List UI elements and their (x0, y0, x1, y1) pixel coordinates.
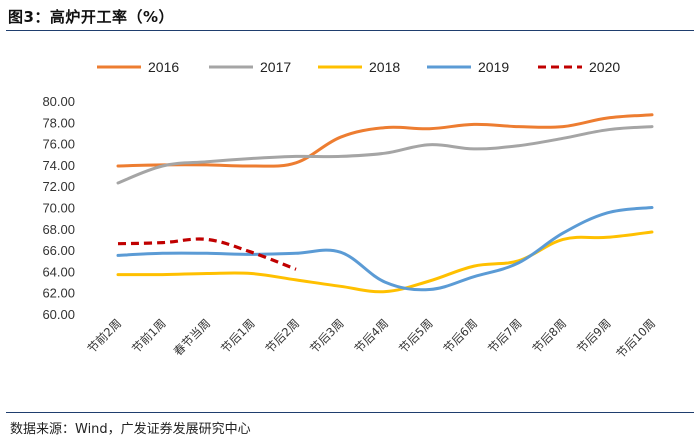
x-axis: 节前2周 节前1周 春节当周 节后1周 节后2周 节后3周 节后4周 节后5周 节后6周 节后7周… (85, 316, 658, 361)
legend-label-2016: 2016 (148, 59, 179, 75)
plot-area (116, 113, 654, 294)
legend-label-2019: 2019 (478, 59, 509, 75)
x-tick-label: 节后9周 (574, 316, 613, 355)
y-tick-label: 70.00 (42, 201, 75, 216)
y-tick-label: 62.00 (42, 286, 75, 301)
series-line-2020 (117, 237, 297, 271)
x-tick-label: 节后7周 (485, 316, 524, 355)
y-tick-label: 66.00 (42, 243, 75, 258)
x-tick-label: 节前1周 (129, 316, 168, 355)
series-line-2019 (116, 206, 654, 292)
y-tick-label: 64.00 (42, 264, 75, 279)
legend-label-2020: 2020 (589, 59, 620, 75)
y-tick-label: 80.00 (42, 94, 75, 109)
y-tick-label: 60.00 (42, 307, 75, 322)
series-line-2017 (116, 125, 654, 185)
x-tick-label: 节前2周 (85, 316, 124, 355)
title-rule (6, 30, 694, 31)
source-rule (6, 412, 694, 413)
series-line-2018 (116, 230, 654, 294)
x-tick-label: 节后4周 (352, 316, 391, 355)
source-note: 数据来源：Wind，广发证券发展研究中心 (10, 422, 251, 437)
x-tick-label: 节后5周 (396, 316, 435, 355)
x-tick-label: 节后2周 (263, 316, 302, 355)
x-tick-label: 节后3周 (307, 316, 346, 355)
x-tick-label: 春节当周 (171, 316, 213, 358)
legend: 2016 2017 2018 2019 2020 (97, 59, 620, 75)
legend-label-2018: 2018 (369, 59, 400, 75)
x-tick-label: 节后1周 (218, 316, 257, 355)
y-tick-label: 76.00 (42, 137, 75, 152)
y-tick-label: 68.00 (42, 222, 75, 237)
y-tick-label: 74.00 (42, 158, 75, 173)
y-tick-label: 72.00 (42, 179, 75, 194)
legend-label-2017: 2017 (260, 59, 291, 75)
x-tick-label: 节后10周 (613, 316, 658, 361)
y-axis: 60.00 62.00 64.00 66.00 68.00 70.00 72.00 74.00… (42, 94, 75, 322)
x-tick-label: 节后6周 (441, 316, 480, 355)
line-chart: 2016 2017 2018 2019 2020 60.00 62.00 64.00 66.0… (42, 59, 658, 361)
chart-title: 图3：高炉开工率（%） (8, 8, 174, 26)
series-line-2016 (116, 113, 654, 168)
x-tick-label: 节后8周 (530, 316, 569, 355)
y-tick-label: 78.00 (42, 115, 75, 130)
